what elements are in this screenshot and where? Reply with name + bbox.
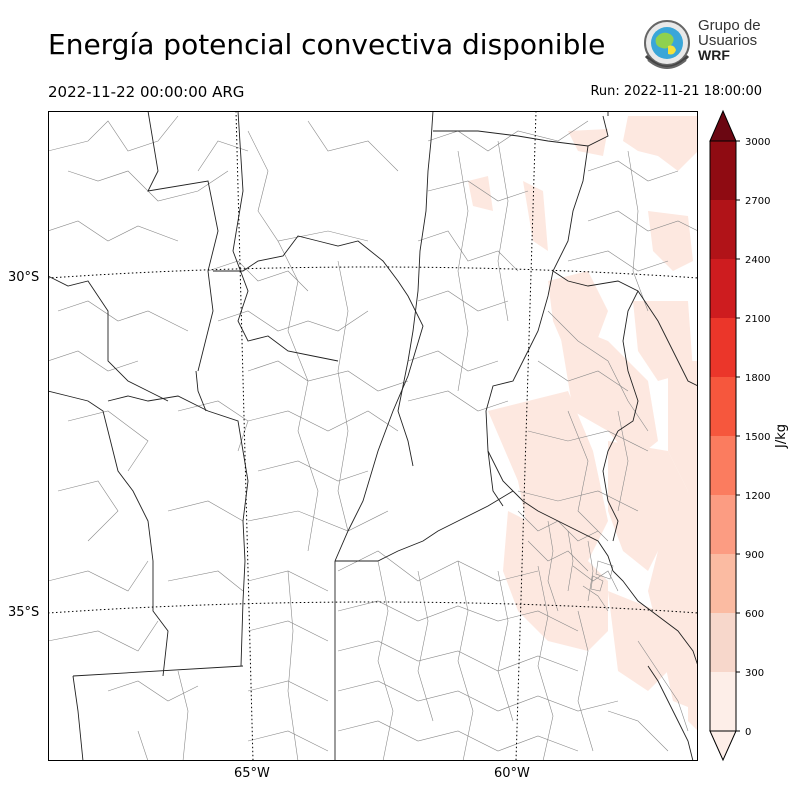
colorbar-tick-label: 1800 [745,373,770,384]
logo-line-1: Grupo de [698,17,761,34]
colorbar-segment [710,436,736,495]
map-title: Energía potencial convectiva disponible [48,28,606,61]
globe-emblem-icon [644,20,690,69]
lon-label-65w: 65°W [234,766,270,781]
colorbar-segment [710,141,736,200]
colorbar-segment [710,259,736,318]
colorbar-segment [710,554,736,613]
colorbar-segment [710,613,736,672]
colorbar-segment [710,200,736,259]
colorbar-tick-label: 2100 [745,314,770,325]
colorbar-segment [710,672,736,731]
province-boundaries [48,111,698,761]
department-boundaries [48,115,698,761]
valid-time: 2022-11-22 00:00:00 ARG [48,83,245,101]
colorbar-tick-label: 1500 [745,432,770,443]
run-time: Run: 2022-11-21 18:00:00 [590,84,762,99]
colorbar-tick-label: 300 [745,668,764,679]
map-frame [48,111,698,761]
colorbar-tick-label: 1200 [745,491,770,502]
logo-line-3: WRF [698,47,730,63]
colorbar-segment [710,495,736,554]
colorbar-unit-label: J/kg [774,424,789,449]
colorbar-tick-label: 900 [745,550,764,561]
colorbar-tick-label: 0 [745,727,751,738]
cape-map [48,111,698,761]
grupo-usuarios-wrf-logo: Grupo de Usuarios WRF [638,16,768,76]
lon-label-60w: 60°W [494,766,530,781]
colorbar-tick-label: 2400 [745,255,770,266]
colorbar-segment [710,377,736,436]
lat-label-35s: 35°S [8,605,40,620]
logo-line-2: Usuarios [698,32,758,49]
lat-label-30s: 30°S [8,270,40,285]
graticule [48,111,698,761]
colorbar-tick-label: 3000 [745,137,770,148]
colorbar-tick-label: 600 [745,609,764,620]
colorbar-tick-label: 2700 [745,196,770,207]
colorbar: 0 300 600 900 1200 1500 1800 2100 2400 2700 3000 J… [709,109,789,762]
colorbar-segment [710,318,736,377]
